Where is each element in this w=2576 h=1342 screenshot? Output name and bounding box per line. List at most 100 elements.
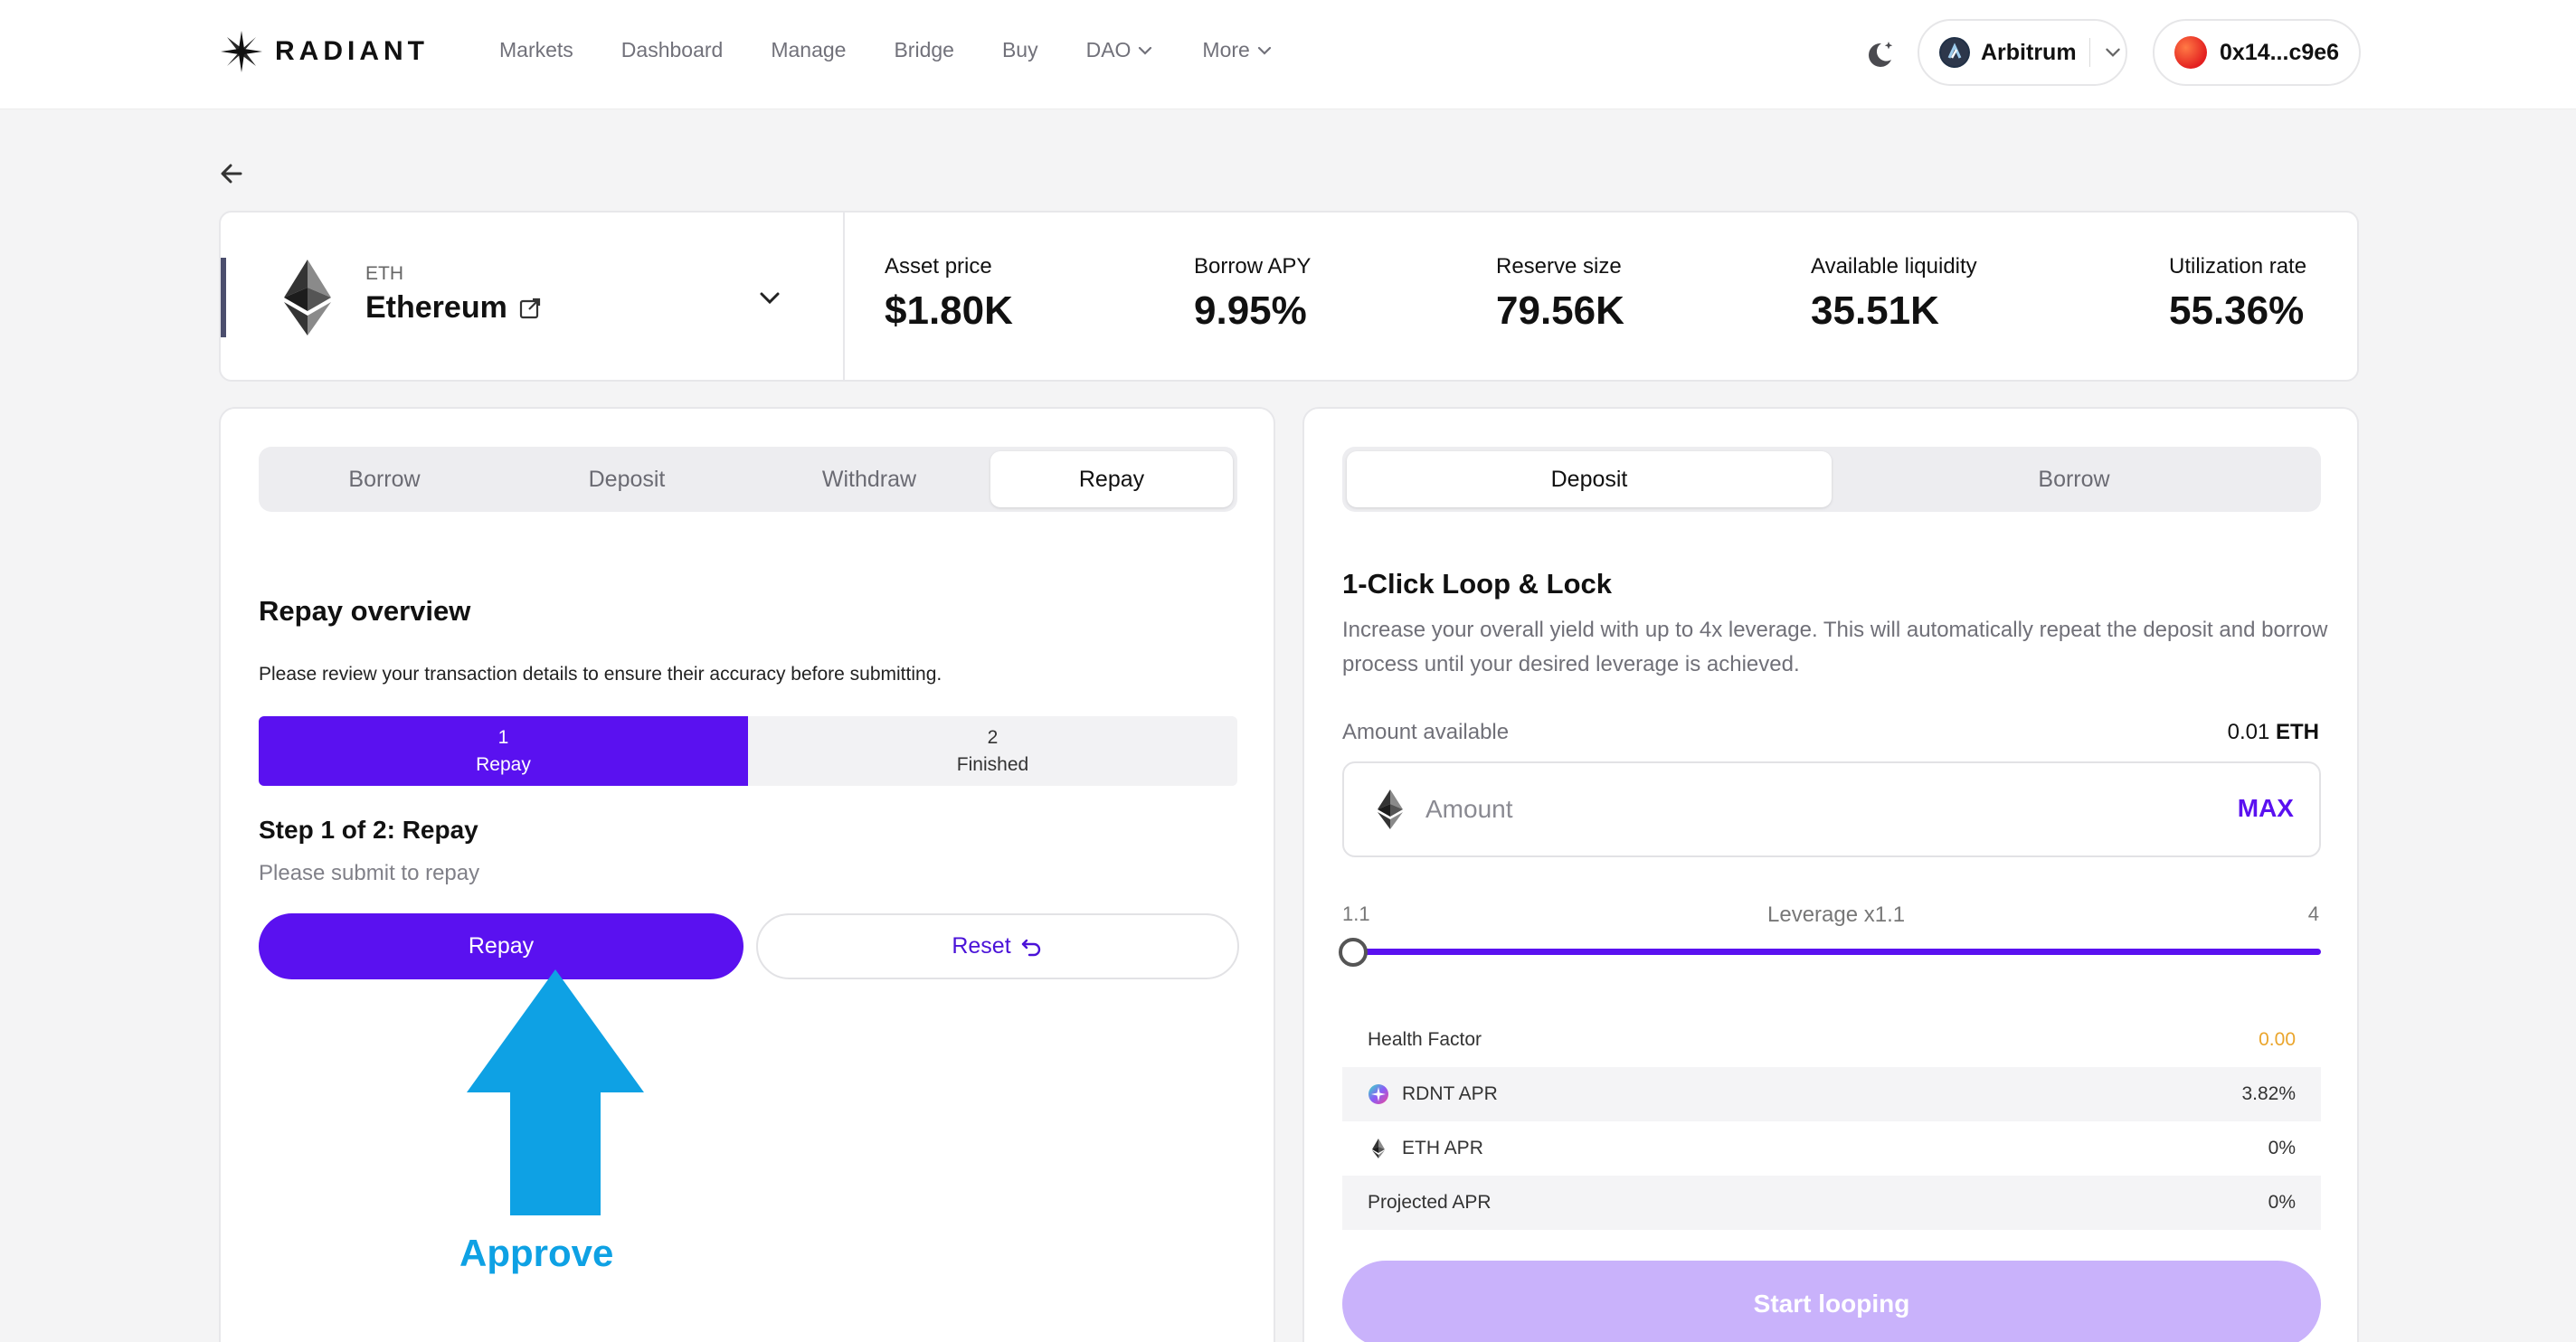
asset-symbol: ETH xyxy=(365,263,403,284)
step-title: Step 1 of 2: Repay xyxy=(259,816,478,844)
tab-deposit[interactable]: Deposit xyxy=(588,466,666,492)
stat-row-health-factor: Health Factor 0.00 xyxy=(1342,1013,2321,1067)
tab-loop-borrow[interactable]: Borrow xyxy=(2038,466,2110,492)
amount-input[interactable] xyxy=(1425,795,2149,824)
chevron-down-icon xyxy=(1257,46,1271,55)
stat-value: 35.51K xyxy=(1811,288,1939,333)
tab-withdraw[interactable]: Withdraw xyxy=(821,466,917,492)
start-looping-button[interactable]: Start looping xyxy=(1342,1261,2321,1342)
tab-loop-deposit[interactable]: Deposit xyxy=(1347,451,1832,507)
radiant-logo[interactable]: RADIANT xyxy=(219,29,429,74)
theme-toggle-moon-icon[interactable] xyxy=(1861,36,1898,72)
nav-label: Dashboard xyxy=(620,38,724,61)
arbitrum-icon xyxy=(1939,37,1970,68)
main-nav: Markets Dashboard Manage Bridge Buy DAO … xyxy=(499,38,1321,62)
step-1: 1 Repay xyxy=(259,716,748,786)
action-tabs: Borrow Deposit Withdraw Repay xyxy=(259,447,1237,512)
nav-buy[interactable]: Buy xyxy=(1002,38,1038,62)
stat-available-liquidity: Available liquidity 35.51K xyxy=(1811,254,1977,334)
step-2: 2 Finished xyxy=(748,716,1237,786)
leverage-slider-thumb[interactable] xyxy=(1339,938,1368,967)
nav-manage[interactable]: Manage xyxy=(771,38,846,62)
nav-dashboard[interactable]: Dashboard xyxy=(621,38,724,62)
annotation-up-arrow xyxy=(467,969,644,1215)
leverage-label: Leverage x1.1 xyxy=(1767,903,1906,927)
network-selector[interactable]: Arbitrum xyxy=(1918,19,2127,86)
step-label: Finished xyxy=(956,753,1029,775)
wallet-button[interactable]: 0x14...c9e6 xyxy=(2153,19,2361,86)
amount-available-label: Amount available xyxy=(1342,720,1510,744)
stat-value: 55.36% xyxy=(2169,288,2305,333)
repay-panel: Borrow Deposit Withdraw Repay Repay over… xyxy=(219,407,1275,1342)
asset-accent-bar xyxy=(221,258,226,337)
divider xyxy=(2088,38,2090,67)
stat-row-label: Health Factor xyxy=(1368,1029,1482,1050)
nav-label: Buy xyxy=(1001,38,1038,61)
repay-overview-title: Repay overview xyxy=(259,595,471,627)
loop-tabs: Deposit Borrow xyxy=(1342,447,2321,512)
stat-reserve-size: Reserve size 79.56K xyxy=(1496,254,1624,334)
nav-label: Manage xyxy=(771,38,847,61)
progress-steps: 1 Repay 2 Finished xyxy=(259,716,1237,786)
nav-dao[interactable]: DAO xyxy=(1086,38,1155,62)
reset-button[interactable]: Reset xyxy=(756,913,1239,979)
nav-label: DAO xyxy=(1085,38,1132,61)
wallet-avatar xyxy=(2174,36,2207,69)
stat-label: Available liquidity xyxy=(1811,254,1977,279)
leverage-max: 4 xyxy=(2307,903,2319,925)
undo-icon xyxy=(1021,939,1040,956)
stat-row-projected-apr: Projected APR 0% xyxy=(1342,1176,2321,1230)
stat-value: $1.80K xyxy=(885,288,1013,333)
loop-stats-table: Health Factor 0.00 RDNT APR 3.82% xyxy=(1342,1013,2321,1230)
stat-row-value: 0% xyxy=(2268,1138,2296,1158)
tab-borrow[interactable]: Borrow xyxy=(348,466,421,492)
stat-label: Reserve size xyxy=(1496,254,1622,279)
asset-selector[interactable]: ETH Ethereum xyxy=(221,213,845,380)
step-subtitle: Please submit to repay xyxy=(259,861,480,885)
asset-name: Ethereum xyxy=(365,290,507,325)
leverage-slider-track[interactable] xyxy=(1355,949,2321,955)
rdnt-icon xyxy=(1368,1084,1388,1104)
top-navigation-bar: RADIANT Markets Dashboard Manage Bridge … xyxy=(0,0,2576,109)
eth-icon xyxy=(1372,1139,1385,1158)
stat-utilization-rate: Utilization rate 55.36% xyxy=(2169,254,2306,334)
available-amount: 0.01 xyxy=(2227,720,2270,744)
step-number: 2 xyxy=(987,726,999,748)
stat-borrow-apy: Borrow APY 9.95% xyxy=(1194,254,1311,334)
stat-value: 79.56K xyxy=(1496,288,1624,333)
chevron-down-icon xyxy=(1139,46,1152,55)
external-link-icon xyxy=(519,298,540,318)
stat-row-value: 3.82% xyxy=(2241,1083,2296,1104)
stat-label: Borrow APY xyxy=(1194,254,1312,279)
nav-bridge[interactable]: Bridge xyxy=(894,38,953,62)
nav-label: More xyxy=(1202,38,1250,61)
ethereum-icon xyxy=(284,260,331,336)
stat-row-label-wrap: ETH APR xyxy=(1368,1138,1483,1159)
loop-lock-panel: Deposit Borrow 1-Click Loop & Lock Incre… xyxy=(1302,407,2359,1342)
back-arrow-icon[interactable] xyxy=(215,157,248,190)
stat-row-label: Projected APR xyxy=(1368,1192,1492,1213)
stat-row-label: RDNT APR xyxy=(1402,1083,1498,1104)
repay-overview-description: Please review your transaction details t… xyxy=(259,664,942,685)
stat-row-label: ETH APR xyxy=(1402,1138,1483,1158)
stat-row-eth-apr: ETH APR 0% xyxy=(1342,1121,2321,1176)
asset-name-link[interactable]: Ethereum xyxy=(365,290,542,326)
stat-row-rdnt-apr: RDNT APR 3.82% xyxy=(1342,1067,2321,1121)
stat-label: Utilization rate xyxy=(2169,254,2307,279)
tab-repay[interactable]: Repay xyxy=(990,451,1233,507)
available-unit: ETH xyxy=(2276,720,2319,744)
brand-name: RADIANT xyxy=(275,36,429,66)
stat-value: 9.95% xyxy=(1194,288,1307,333)
chevron-down-icon[interactable] xyxy=(754,283,785,314)
nav-label: Markets xyxy=(499,38,573,61)
repay-button[interactable]: Repay xyxy=(259,913,743,979)
stat-label: Asset price xyxy=(885,254,992,279)
nav-more[interactable]: More xyxy=(1202,38,1273,62)
max-button[interactable]: MAX xyxy=(2237,794,2294,822)
stat-row-label-wrap: RDNT APR xyxy=(1368,1083,1498,1105)
radiant-star-icon xyxy=(221,31,262,72)
asset-overview-card: ETH Ethereum Asset price $1.80K Borrow A… xyxy=(219,211,2359,382)
stat-asset-price: Asset price $1.80K xyxy=(885,254,1013,334)
nav-markets[interactable]: Markets xyxy=(499,38,573,62)
annotation-label: Approve xyxy=(459,1232,614,1274)
